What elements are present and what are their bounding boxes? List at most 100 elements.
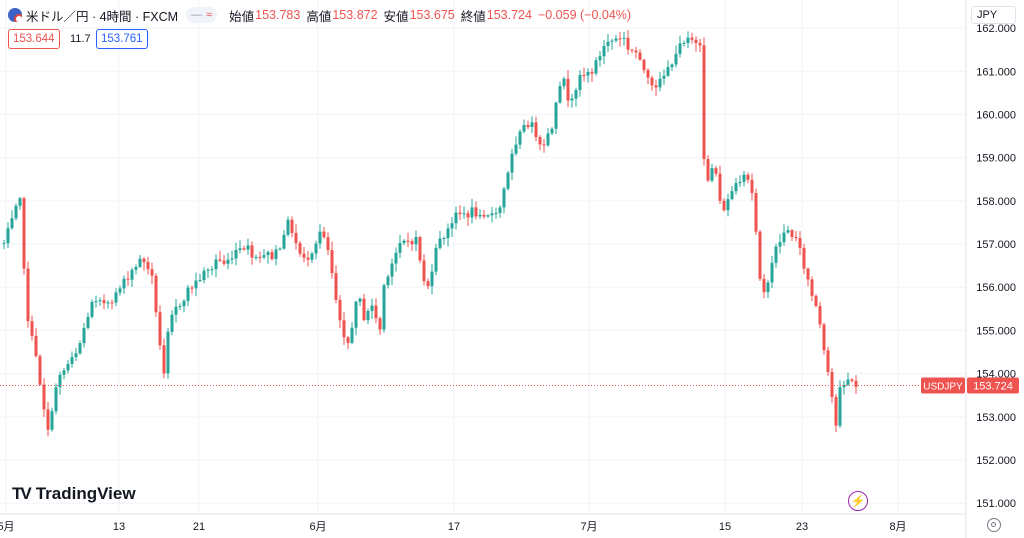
candle-body xyxy=(558,86,562,103)
candle-body xyxy=(566,78,570,101)
candle-body xyxy=(530,122,534,128)
candle-body xyxy=(554,102,558,129)
flash-icon[interactable]: ⚡ xyxy=(848,491,868,511)
candle-body xyxy=(206,269,210,271)
candle-body xyxy=(186,287,190,301)
candle-body xyxy=(450,223,454,229)
candle-body xyxy=(138,258,142,267)
candle-body xyxy=(166,331,170,374)
candle-body xyxy=(54,387,58,412)
candle-body xyxy=(546,133,550,146)
candle-body xyxy=(686,37,690,43)
sell-price-button[interactable]: 153.644 xyxy=(8,29,60,49)
candle-body xyxy=(786,230,790,233)
time-tick-label: 23 xyxy=(796,521,808,533)
candle-body xyxy=(314,243,318,254)
last-price-tag xyxy=(967,377,1019,394)
candle-body xyxy=(706,159,710,181)
candle-body xyxy=(506,172,510,189)
low-value: 153.675 xyxy=(409,8,455,22)
candle-body xyxy=(38,356,42,385)
time-tick-label: 13 xyxy=(113,521,125,533)
candle-body xyxy=(758,231,762,279)
candle-body xyxy=(454,212,458,224)
candle-body xyxy=(182,300,186,307)
time-tick-label: 5月 xyxy=(0,521,15,533)
candle-body xyxy=(150,269,154,276)
price-tick-label: 152.000 xyxy=(976,455,1016,467)
candle-body xyxy=(782,232,786,243)
chart-grid xyxy=(0,0,966,514)
candle-body xyxy=(534,122,538,138)
legend-header: 米ドル／円 · 4時間 · FXCM — ≈ 始値 153.783 高値 153… xyxy=(8,6,637,24)
candle-body xyxy=(298,243,302,254)
candle-body xyxy=(538,137,542,145)
candle-body xyxy=(598,56,602,61)
candle-body xyxy=(766,282,770,293)
candle-body xyxy=(694,39,698,44)
indicator-toggle-pill[interactable]: — ≈ xyxy=(186,7,218,23)
candle-body xyxy=(574,90,578,99)
candle-body xyxy=(250,245,254,258)
price-tick-label: 158.000 xyxy=(976,196,1016,208)
spread-value: 11.7 xyxy=(70,33,91,45)
candle-body xyxy=(374,305,378,319)
price-scale[interactable]: 162.000 161.000 160.000 159.000 158.000 157.0… xyxy=(976,23,1016,510)
candle-body xyxy=(114,292,118,303)
candle-body xyxy=(226,259,230,264)
candle-body xyxy=(202,270,206,281)
candle-body xyxy=(402,240,406,244)
price-tick-label: 160.000 xyxy=(976,109,1016,121)
candle-body xyxy=(342,320,346,338)
candle-body xyxy=(66,363,70,371)
candle-body xyxy=(670,64,674,68)
candle-body xyxy=(442,238,446,240)
symbol-price-tag xyxy=(921,377,965,394)
candle-body xyxy=(58,374,62,388)
symbol-price-tag-text: USDJPY xyxy=(923,382,963,393)
candle-body xyxy=(190,287,194,289)
time-scale[interactable]: 5月 13 21 6月 17 7月 15 23 8月 xyxy=(0,521,907,533)
candle-body xyxy=(654,85,658,88)
candle-body xyxy=(122,278,126,289)
candle-body xyxy=(390,263,394,277)
candle-body xyxy=(702,45,706,160)
candle-body xyxy=(586,71,590,76)
candle-body xyxy=(286,219,290,235)
candle-body xyxy=(714,168,718,174)
candle-body xyxy=(50,411,54,430)
candle-body xyxy=(270,252,274,260)
candle-body xyxy=(622,37,626,39)
candle-body xyxy=(258,256,262,258)
candle-body xyxy=(590,71,594,74)
candle-body xyxy=(826,350,830,373)
change-value: −0.059 (−0.04%) xyxy=(537,8,632,22)
candle-body xyxy=(830,372,834,397)
candle-body xyxy=(618,38,622,40)
candle-body xyxy=(838,387,842,426)
candle-body xyxy=(662,75,666,79)
candle-body xyxy=(2,243,6,245)
candle-body xyxy=(282,234,286,249)
buy-price-button[interactable]: 153.761 xyxy=(96,29,148,49)
candle-body xyxy=(10,218,14,229)
candle-body xyxy=(378,318,382,330)
time-tick-label: 15 xyxy=(719,521,731,533)
candle-body xyxy=(98,300,102,302)
candle-body xyxy=(254,256,258,258)
candle-body xyxy=(814,295,818,307)
candle-body xyxy=(846,379,850,385)
candle-body xyxy=(578,74,582,91)
symbol-title[interactable]: 米ドル／円 · 4時間 · FXCM xyxy=(26,9,179,24)
candle-body xyxy=(850,379,854,381)
candle-body xyxy=(742,174,746,182)
candle-body xyxy=(30,321,34,336)
candle-body xyxy=(634,50,638,53)
tradingview-mark-icon: TV xyxy=(12,484,32,503)
candle-body xyxy=(158,312,162,346)
currency-selector[interactable]: JPY xyxy=(971,6,1016,24)
candle-body xyxy=(482,214,486,217)
candle-body xyxy=(674,53,678,65)
gear-icon[interactable] xyxy=(987,518,1001,532)
